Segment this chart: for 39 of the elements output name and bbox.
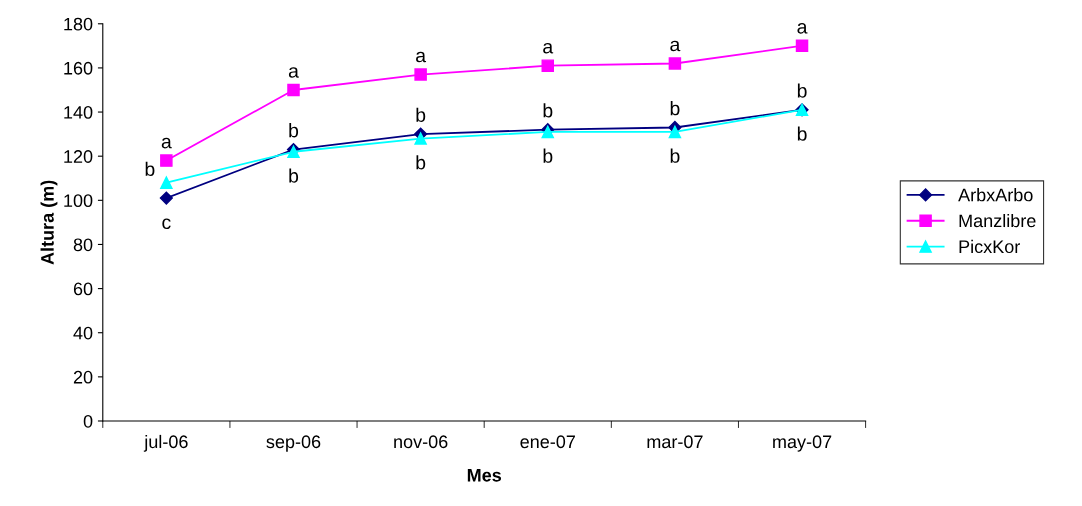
legend-label: ArbxArbo <box>958 188 1033 202</box>
annotation: a <box>797 23 808 34</box>
x-tick-label: ene-07 <box>520 435 575 449</box>
legend-label: PicxKor <box>959 239 1020 254</box>
annotation: b <box>289 123 299 138</box>
x-tick-label: may-07 <box>773 435 832 452</box>
annotation: a <box>161 137 172 149</box>
annotation: b <box>797 126 807 141</box>
x-tick-label: sep-06 <box>266 435 321 452</box>
y-tick-label: 80 <box>73 238 93 252</box>
x-axis-title: Mes <box>467 469 502 482</box>
y-tick-label: 160 <box>64 61 93 75</box>
x-tick-label: jul-06 <box>143 434 188 452</box>
y-tick-label: 140 <box>64 105 93 119</box>
x-tick-label: mar-07 <box>647 435 703 449</box>
annotation: b <box>670 101 680 116</box>
y-tick-label: 20 <box>73 370 93 384</box>
y-tick-label: 40 <box>73 326 93 340</box>
annotation: b <box>797 83 807 98</box>
y-tick-label: 100 <box>64 194 93 208</box>
annotation: a <box>670 40 681 52</box>
annotation: b <box>543 103 553 118</box>
y-tick-label: 0 <box>83 414 93 428</box>
annotation: a <box>543 42 554 54</box>
annotation: a <box>416 51 427 63</box>
annotation: b <box>289 168 299 183</box>
y-tick-label: 180 <box>64 17 93 31</box>
annotation: a <box>288 67 299 78</box>
legend-label: Manzlibre <box>959 213 1036 228</box>
y-tick-label: 60 <box>73 282 93 296</box>
annotation: b <box>670 148 680 163</box>
annotation: b <box>416 107 426 122</box>
annotation: b <box>145 161 155 177</box>
annotation: c <box>162 218 171 230</box>
y-axis-title: Altura (m) <box>40 180 58 265</box>
annotation: b <box>543 148 553 163</box>
y-tick-label: 120 <box>64 150 93 163</box>
x-tick-label: nov-06 <box>394 435 448 449</box>
annotation: b <box>416 155 426 170</box>
